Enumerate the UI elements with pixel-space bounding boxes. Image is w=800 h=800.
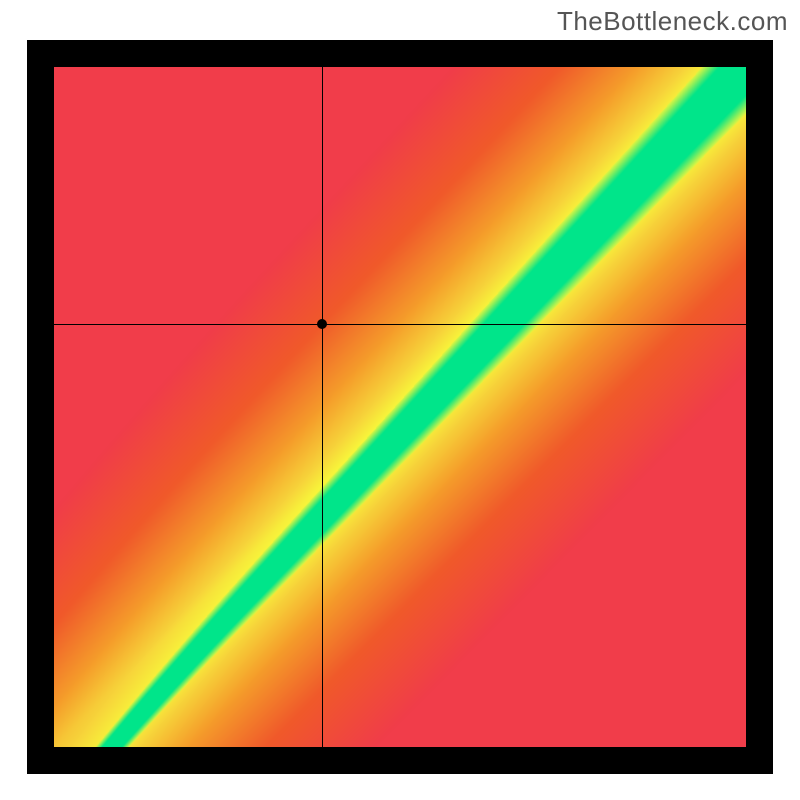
crosshair-marker <box>317 319 327 329</box>
plot-area <box>54 67 746 747</box>
crosshair-horizontal <box>54 324 746 325</box>
watermark-text: TheBottleneck.com <box>557 6 788 37</box>
crosshair-vertical <box>322 67 323 747</box>
chart-container: TheBottleneck.com <box>0 0 800 800</box>
heatmap-canvas <box>54 67 746 747</box>
